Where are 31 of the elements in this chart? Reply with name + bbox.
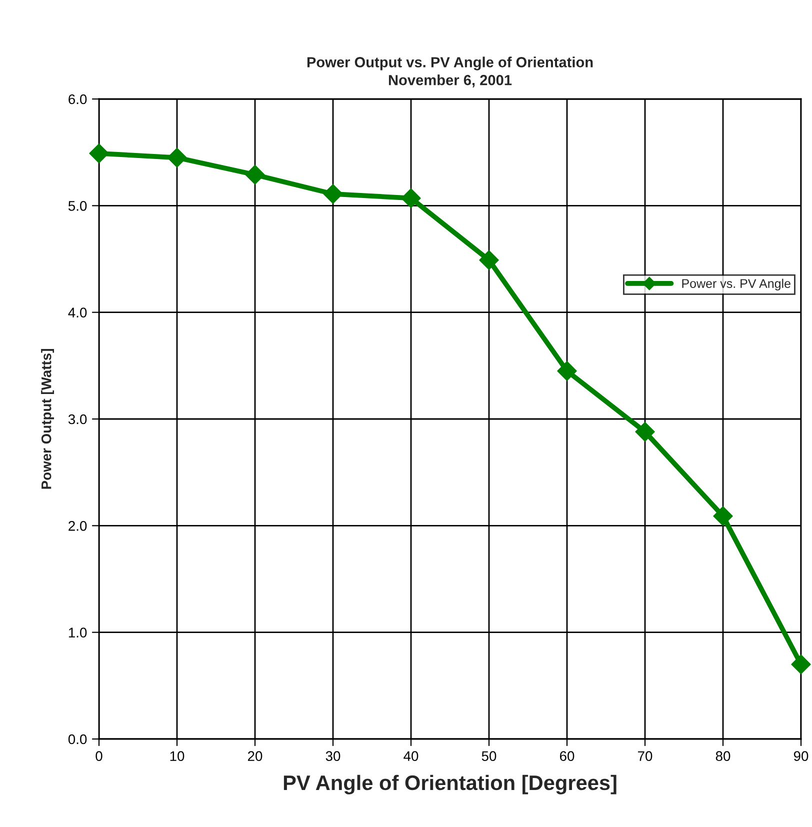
point [713, 506, 733, 526]
x-tick-label: 50 [482, 751, 496, 762]
chart-title: Power Output vs. PV Angle of Orientation November 6, 2001 [307, 56, 593, 88]
x-tick-label: 40 [404, 751, 418, 762]
x-tick-label: 0 [96, 751, 102, 762]
point [89, 144, 109, 164]
point [479, 250, 499, 270]
y-tick-label: 0.0 [68, 734, 87, 744]
y-tick-label: 3.0 [68, 414, 87, 424]
y-axis-title: Power Output [Watts] [41, 349, 54, 489]
x-axis-title: PV Angle of Orientation [Degrees] [284, 774, 616, 794]
point [401, 188, 421, 208]
legend-label: Power vs. PV Angle [682, 278, 790, 290]
y-tick-label: 5.0 [68, 201, 87, 211]
y-tick-label: 2.0 [68, 521, 87, 531]
point [557, 361, 577, 381]
point [167, 148, 187, 168]
point [791, 654, 811, 674]
x-tick-label: 90 [794, 751, 808, 762]
point [323, 184, 343, 204]
x-tick-label: 60 [560, 751, 574, 762]
point [635, 422, 655, 442]
x-tick-label: 70 [638, 751, 652, 762]
x-tick-label: 10 [170, 751, 184, 762]
y-tick-label: 4.0 [68, 308, 87, 318]
x-tick-label: 30 [326, 751, 340, 762]
y-tick-label: 1.0 [68, 628, 87, 638]
point [245, 164, 265, 185]
x-tick-label: 80 [716, 751, 730, 762]
y-tick-label: 6.0 [68, 94, 87, 104]
x-tick-label: 20 [248, 751, 262, 762]
